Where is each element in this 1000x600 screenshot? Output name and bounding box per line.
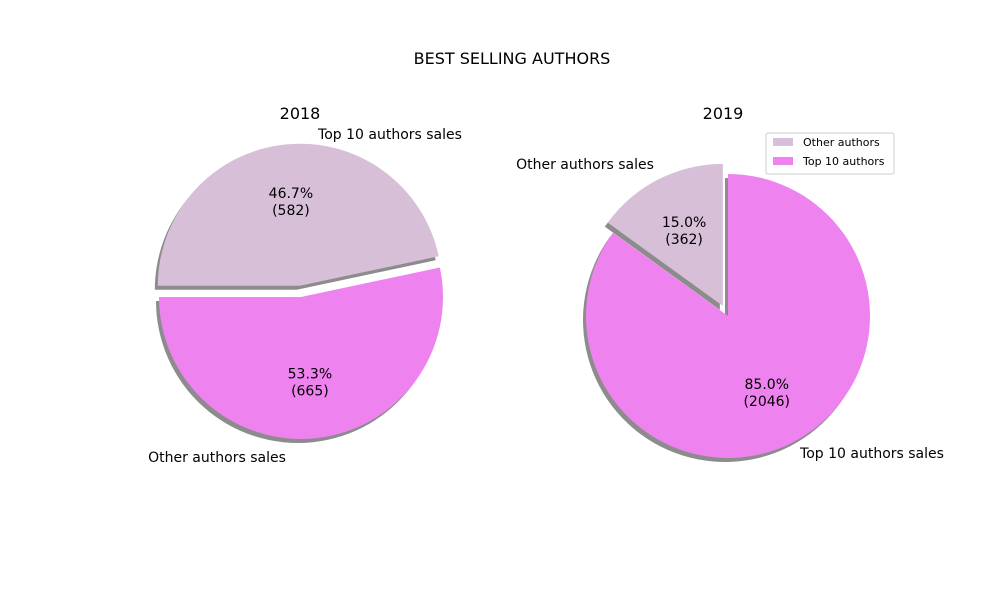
pie-count-label-top-10-authors-sales: (2046) (743, 394, 790, 410)
legend: Other authors Top 10 authors (765, 132, 895, 175)
pie-slice-top-10-authors-sales (586, 174, 871, 458)
pie-chart-2019: 2019 15.0%(362) Other authors sales 85.0%(… (516, 104, 944, 462)
pie-percent-label-top-10-authors-sales: 85.0% (745, 377, 789, 393)
pie-category-label-top-10-authors-sales: Top 10 authors sales (799, 446, 944, 462)
legend-label-top10: Top 10 authors (802, 155, 885, 168)
chart-title: BEST SELLING AUTHORS (414, 49, 611, 68)
pie-category-label-other-authors-sales: Other authors sales (148, 450, 286, 466)
pie-count-label-other-authors-sales: (582) (272, 203, 310, 219)
pie-category-label-top-10-authors-sales: Top 10 authors sales (317, 127, 462, 143)
pie-slice-other-authors-sales (607, 163, 723, 306)
pie-slice-other-authors-sales (157, 143, 439, 286)
pie-count-label-other-authors-sales: (362) (665, 232, 703, 248)
legend-swatch-other (773, 138, 793, 146)
pie-count-label-top-10-authors-sales: (665) (291, 384, 329, 400)
legend-label-other: Other authors (803, 136, 880, 149)
legend-frame (765, 132, 895, 175)
pie-slice-group (586, 163, 871, 458)
pie-chart-2018: 2018 53.3%(665) Top 10 authors sales 46.7%… (148, 104, 462, 466)
pie-percent-label-other-authors-sales: 15.0% (662, 215, 706, 231)
pie-category-label-other-authors-sales: Other authors sales (516, 157, 654, 173)
legend-swatch-top10 (773, 157, 793, 165)
pie-slice-top-10-authors-sales (159, 267, 443, 439)
pie-percent-label-other-authors-sales: 46.7% (269, 186, 313, 202)
pie-percent-label-top-10-authors-sales: 53.3% (288, 367, 332, 383)
pie-slice-group (157, 143, 443, 439)
pie-title-2019: 2019 (703, 104, 744, 123)
pie-title-2018: 2018 (280, 104, 321, 123)
